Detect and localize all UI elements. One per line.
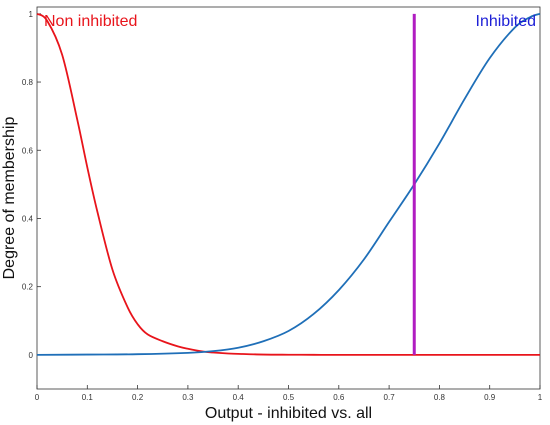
x-tick-label: 0.2 — [132, 393, 144, 402]
x-tick-label: 0.6 — [333, 393, 345, 402]
series-line-non-inhibited — [36, 13, 540, 356]
y-tick-label: 0.6 — [22, 146, 34, 155]
y-tick-label: 0.4 — [22, 214, 34, 223]
x-tick-label: 0.7 — [384, 393, 396, 402]
x-tick-label: 0.8 — [434, 393, 446, 402]
non-inhibited-label: Non inhibited — [44, 13, 137, 30]
y-tick-label: 0.2 — [22, 283, 34, 292]
x-tick-label: 0 — [35, 393, 40, 402]
x-axis-title: Output - inhibited vs. all — [205, 405, 372, 422]
inhibited-label: Inhibited — [476, 13, 537, 30]
y-tick-label: 0 — [29, 351, 34, 360]
series-line-inhibited — [36, 12, 541, 356]
x-tick-label: 0.4 — [233, 393, 245, 402]
x-tick-label: 0.9 — [484, 393, 496, 402]
y-tick-label: 0.8 — [22, 78, 34, 87]
series-layer — [36, 12, 541, 356]
y-tick-label: 1 — [29, 10, 34, 19]
x-tick-label: 1 — [538, 393, 543, 402]
x-tick-label: 0.3 — [182, 393, 194, 402]
y-axis-title: Degree of membership — [1, 117, 18, 280]
x-tick-label: 0.1 — [82, 393, 94, 402]
y-axis-ticks: 0 0.2 0.4 0.6 0.8 1 — [22, 10, 41, 360]
x-axis-ticks: 0 0.1 0.2 0.3 0.4 0.5 0.6 0.7 0.8 0.9 1 — [35, 385, 543, 402]
x-tick-label: 0.5 — [283, 393, 295, 402]
